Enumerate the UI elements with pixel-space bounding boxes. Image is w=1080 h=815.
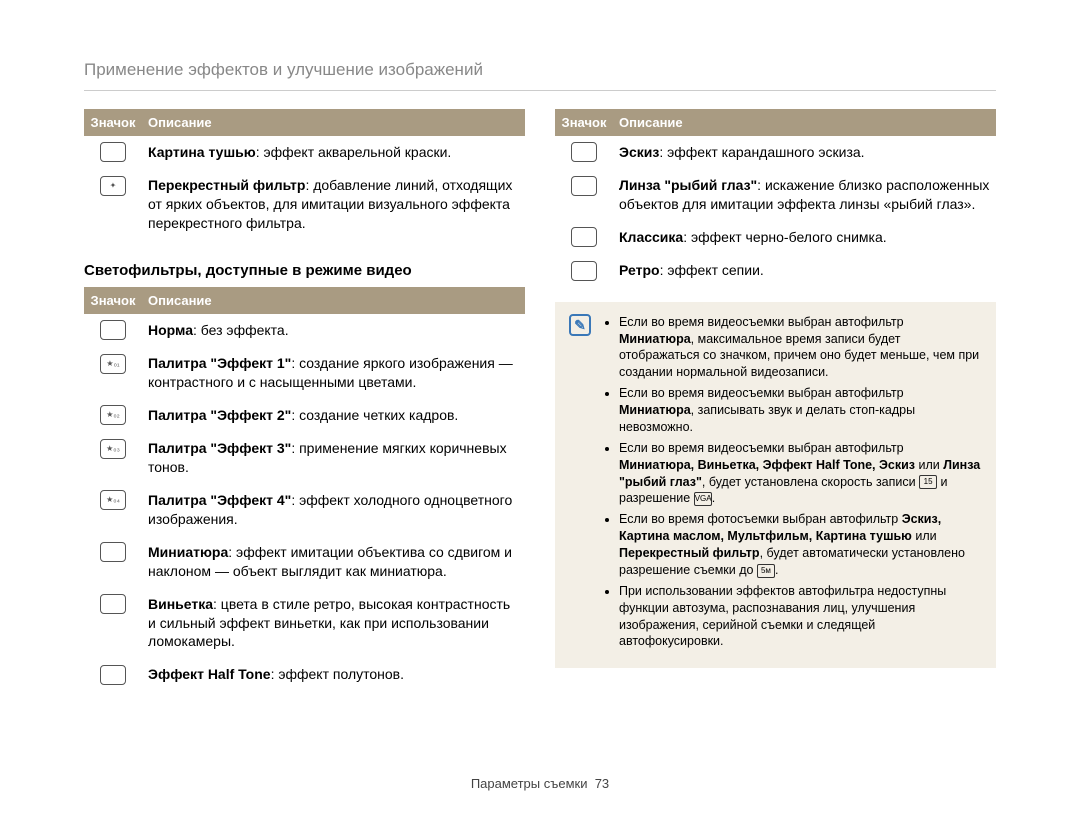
palette1-icon: ★₀₁	[100, 354, 126, 374]
note-item: Если во время видеосъемки выбран автофил…	[619, 314, 982, 382]
row-desc: Норма: без эффекта.	[142, 314, 525, 347]
left-column: Значок Описание Картина тушью: эффект ак…	[84, 109, 525, 692]
row-desc: Миниатюра: эффект имитации объектива со …	[142, 536, 525, 588]
note-item: Если во время видеосъемки выбран автофил…	[619, 440, 982, 508]
table-header-row: Значок Описание	[84, 109, 525, 136]
th-icon: Значок	[84, 109, 142, 136]
fisheye-icon	[571, 176, 597, 196]
retro-icon	[571, 261, 597, 281]
note-box: ✎ Если во время видеосъемки выбран автоф…	[555, 302, 996, 669]
palette4-icon: ★₀₄	[100, 490, 126, 510]
video-filters-heading: Светофильтры, доступные в режиме видео	[84, 262, 525, 279]
table-row: Картина тушью: эффект акварельной краски…	[84, 136, 525, 169]
fps-icon: 15	[919, 475, 937, 489]
footer-page-number: 73	[595, 776, 609, 791]
palette3-icon: ★₀₃	[100, 439, 126, 459]
table-row: ★₀₂ Палитра "Эффект 2": создание четких …	[84, 399, 525, 432]
halftone-icon	[100, 665, 126, 685]
table-row: Эскиз: эффект карандашного эскиза.	[555, 136, 996, 169]
table-header-row: Значок Описание	[555, 109, 996, 136]
row-desc: Ретро: эффект сепии.	[613, 254, 996, 287]
ink-painting-icon	[100, 142, 126, 162]
note-list: Если во время видеосъемки выбран автофил…	[603, 314, 982, 655]
note-item: При использовании эффектов автофильтра н…	[619, 583, 982, 651]
page-title: Применение эффектов и улучшение изображе…	[0, 0, 1080, 90]
vga-icon: VGA	[694, 492, 712, 506]
right-column: Значок Описание Эскиз: эффект карандашно…	[555, 109, 996, 692]
table-row: Ретро: эффект сепии.	[555, 254, 996, 287]
table-row: Эффект Half Tone: эффект полутонов.	[84, 658, 525, 691]
table-row: ★₀₄ Палитра "Эффект 4": эффект холодного…	[84, 484, 525, 536]
th-icon: Значок	[84, 287, 142, 314]
row-desc: Перекрестный фильтр: добавление линий, о…	[142, 169, 525, 240]
classic-icon	[571, 227, 597, 247]
note-item: Если во время фотосъемки выбран автофиль…	[619, 511, 982, 579]
normal-icon	[100, 320, 126, 340]
page-footer: Параметры съемки 73	[0, 776, 1080, 791]
row-desc: Палитра "Эффект 4": эффект холодного одн…	[142, 484, 525, 536]
table-header-row: Значок Описание	[84, 287, 525, 314]
row-desc: Палитра "Эффект 1": создание яркого изоб…	[142, 347, 525, 399]
content-columns: Значок Описание Картина тушью: эффект ак…	[0, 109, 1080, 692]
table-video-effects: Значок Описание Норма: без эффекта. ★₀₁ …	[84, 287, 525, 692]
row-desc: Эффект Half Tone: эффект полутонов.	[142, 658, 525, 691]
table-photo-effects-tail: Значок Описание Картина тушью: эффект ак…	[84, 109, 525, 240]
cross-filter-icon: ✦	[100, 176, 126, 196]
palette2-icon: ★₀₂	[100, 405, 126, 425]
row-desc: Палитра "Эффект 2": создание четких кадр…	[142, 399, 525, 432]
table-row: Линза "рыбий глаз": искажение близко рас…	[555, 169, 996, 221]
miniature-icon	[100, 542, 126, 562]
table-row: Норма: без эффекта.	[84, 314, 525, 347]
table-row: Виньетка: цвета в стиле ретро, высокая к…	[84, 588, 525, 659]
row-desc: Линза "рыбий глаз": искажение близко рас…	[613, 169, 996, 221]
note-item: Если во время видеосъемки выбран автофил…	[619, 385, 982, 436]
row-desc: Палитра "Эффект 3": применение мягких ко…	[142, 432, 525, 484]
row-desc: Классика: эффект черно-белого снимка.	[613, 221, 996, 254]
row-desc: Картина тушью: эффект акварельной краски…	[142, 136, 525, 169]
vignette-icon	[100, 594, 126, 614]
table-row: ✦ Перекрестный фильтр: добавление линий,…	[84, 169, 525, 240]
table-row: Миниатюра: эффект имитации объектива со …	[84, 536, 525, 588]
th-desc: Описание	[142, 109, 525, 136]
th-icon: Значок	[555, 109, 613, 136]
title-divider	[84, 90, 996, 91]
table-row: Классика: эффект черно-белого снимка.	[555, 221, 996, 254]
row-desc: Виньетка: цвета в стиле ретро, высокая к…	[142, 588, 525, 659]
sketch-icon	[571, 142, 597, 162]
table-row: ★₀₁ Палитра "Эффект 1": создание яркого …	[84, 347, 525, 399]
row-desc: Эскиз: эффект карандашного эскиза.	[613, 136, 996, 169]
table-row: ★₀₃ Палитра "Эффект 3": применение мягки…	[84, 432, 525, 484]
table-video-effects-cont: Значок Описание Эскиз: эффект карандашно…	[555, 109, 996, 288]
footer-label: Параметры съемки	[471, 776, 588, 791]
note-info-icon: ✎	[569, 314, 591, 336]
th-desc: Описание	[142, 287, 525, 314]
size-icon: 5м	[757, 564, 775, 578]
th-desc: Описание	[613, 109, 996, 136]
